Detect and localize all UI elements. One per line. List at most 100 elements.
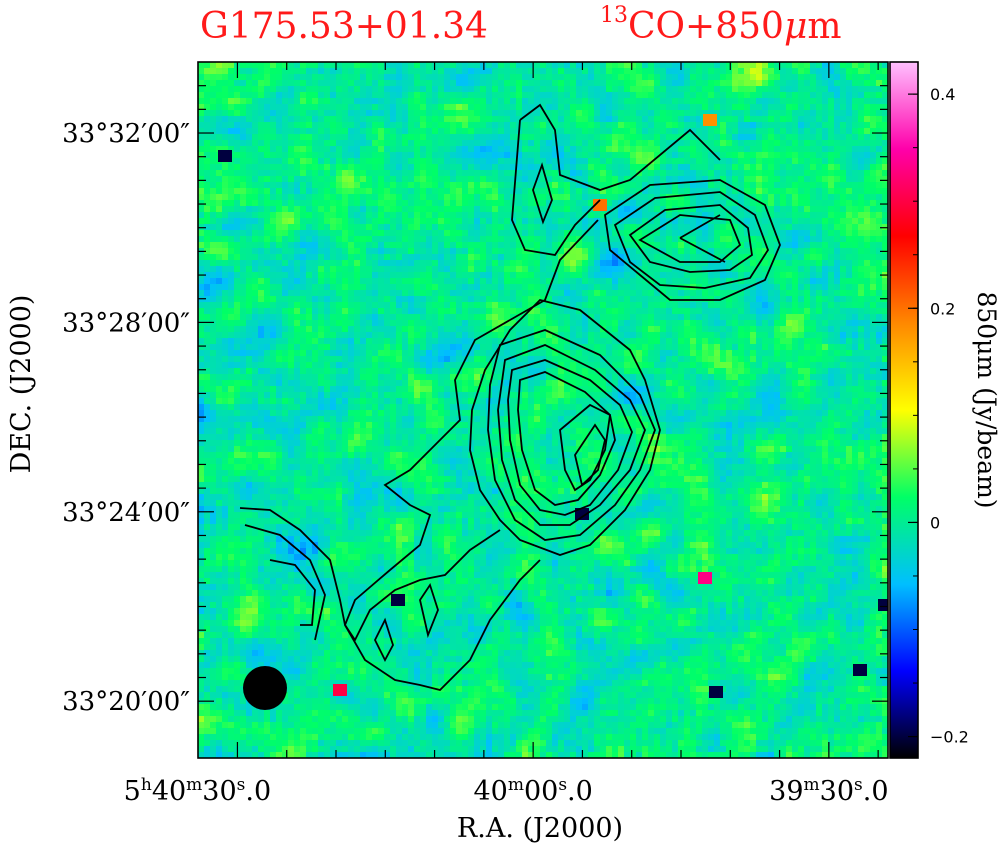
chart-title-lines: 13CO+850μm	[600, 3, 841, 47]
heatmap-cell	[390, 290, 397, 297]
heatmap-cell	[846, 110, 853, 117]
heatmap-cell	[606, 164, 613, 171]
heatmap-cell	[210, 194, 217, 201]
heatmap-cell	[378, 242, 385, 249]
heatmap-cell	[330, 284, 337, 291]
heatmap-cell	[216, 254, 223, 261]
heatmap-cell	[504, 152, 511, 159]
heatmap-cell	[612, 308, 619, 315]
heatmap-cell	[324, 146, 331, 153]
heatmap-cell	[798, 68, 805, 75]
heatmap-cell	[312, 224, 319, 231]
heatmap-cell	[420, 98, 427, 105]
heatmap-cell	[678, 122, 685, 129]
heatmap-cell	[792, 314, 799, 321]
heatmap-cell	[834, 218, 841, 225]
heatmap-cell	[786, 188, 793, 195]
heatmap-cell	[636, 176, 643, 183]
heatmap-cell	[276, 242, 283, 249]
heatmap-cell	[438, 302, 445, 309]
heatmap-cell	[816, 68, 823, 75]
heatmap-cell	[552, 92, 559, 99]
heatmap-cell	[840, 206, 847, 213]
heatmap-cell	[540, 266, 547, 273]
heatmap-cell	[594, 86, 601, 93]
heatmap-cell	[336, 224, 343, 231]
heatmap-cell	[450, 128, 457, 135]
heatmap-cell	[264, 86, 271, 93]
heatmap-cell	[564, 92, 571, 99]
heatmap-cell	[624, 170, 631, 177]
heatmap-cell	[762, 104, 769, 111]
heatmap-cell	[744, 80, 751, 87]
heatmap-cell	[360, 74, 367, 81]
heatmap-cell	[540, 152, 547, 159]
heatmap-cell	[618, 110, 625, 117]
heatmap-cell	[516, 296, 523, 303]
heatmap-cell	[564, 314, 571, 321]
heatmap-cell	[774, 122, 781, 129]
heatmap-cell	[804, 146, 811, 153]
heatmap-cell	[762, 158, 769, 165]
heatmap-cell	[312, 212, 319, 219]
heatmap-cell	[300, 194, 307, 201]
heatmap-cell	[702, 74, 709, 81]
heatmap-cell	[846, 230, 853, 237]
heatmap-cell	[498, 164, 505, 171]
heatmap-cell	[288, 98, 295, 105]
heatmap-cell	[246, 242, 253, 249]
heatmap-cell	[594, 128, 601, 135]
heatmap-cell	[654, 74, 661, 81]
heatmap-cell	[300, 296, 307, 303]
heatmap-cell	[588, 170, 595, 177]
heatmap-cell	[630, 146, 637, 153]
heatmap-cell	[228, 266, 235, 273]
heatmap-cell	[492, 314, 499, 321]
heatmap-cell	[750, 296, 757, 303]
heatmap-cell	[228, 230, 235, 237]
heatmap-cell	[420, 260, 427, 267]
heatmap-cell	[786, 290, 793, 297]
heatmap-cell	[384, 176, 391, 183]
heatmap-cell	[534, 284, 541, 291]
heatmap-cell	[606, 104, 613, 111]
heatmap-cell	[276, 272, 283, 279]
heatmap-cell	[492, 62, 499, 69]
heatmap-cell	[870, 272, 877, 279]
heatmap-cell	[228, 302, 235, 309]
heatmap-cell	[792, 92, 799, 99]
heatmap-cell	[468, 188, 475, 195]
heatmap-cell	[864, 74, 871, 81]
heatmap-cell	[288, 218, 295, 225]
heatmap-cell	[366, 272, 373, 279]
heatmap-cell	[768, 140, 775, 147]
heatmap-cell	[780, 242, 787, 249]
heatmap-cell	[528, 278, 535, 285]
heatmap-cell	[762, 296, 769, 303]
heatmap-cell	[696, 272, 703, 279]
heatmap-cell	[636, 74, 643, 81]
heatmap-cell	[438, 140, 445, 147]
heatmap-cell	[396, 158, 403, 165]
heatmap-cell	[450, 104, 457, 111]
heatmap-cell	[774, 140, 781, 147]
heatmap-cell	[774, 176, 781, 183]
heatmap-cell	[762, 62, 769, 69]
heatmap-cell	[258, 218, 265, 225]
heatmap-cell	[504, 158, 511, 165]
heatmap-cell	[828, 242, 835, 249]
heatmap-cell	[456, 206, 463, 213]
heatmap-cell	[564, 266, 571, 273]
heatmap-cell	[360, 98, 367, 105]
heatmap-cell	[198, 290, 205, 297]
heatmap-cell	[348, 224, 355, 231]
heatmap-cell	[318, 278, 325, 285]
heatmap-cell	[432, 194, 439, 201]
heatmap-cell	[300, 200, 307, 207]
heatmap-cell	[642, 86, 649, 93]
heatmap-cell	[486, 266, 493, 273]
heatmap-cell	[414, 314, 421, 321]
heatmap-cell	[828, 140, 835, 147]
heatmap-cell	[756, 134, 763, 141]
heatmap-cell	[504, 188, 511, 195]
